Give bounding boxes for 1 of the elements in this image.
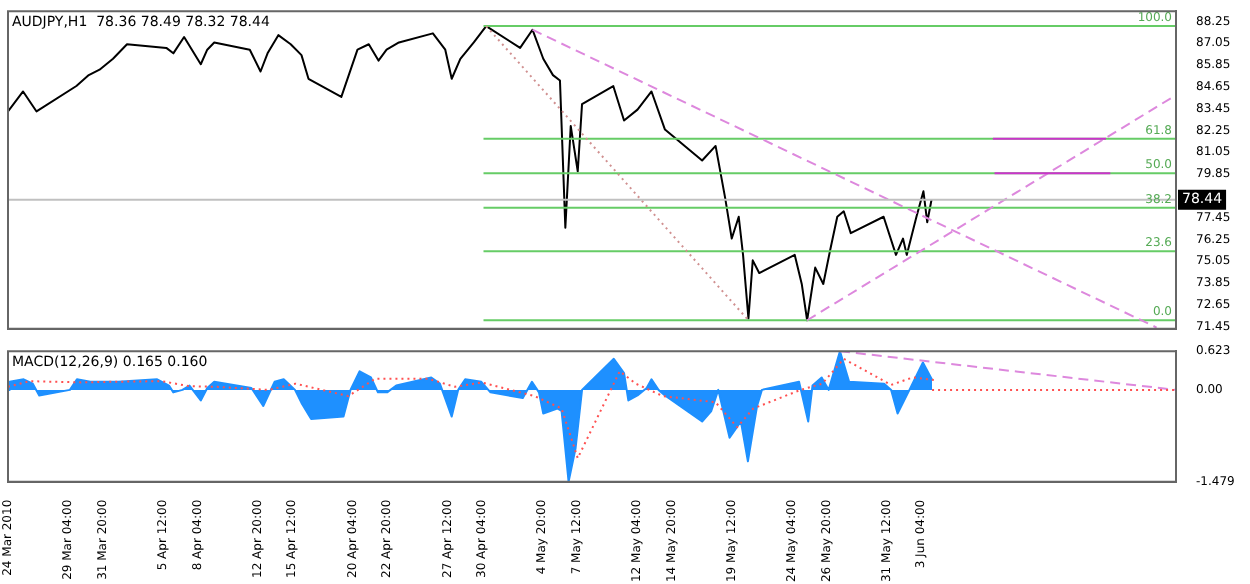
line-series xyxy=(8,357,936,460)
